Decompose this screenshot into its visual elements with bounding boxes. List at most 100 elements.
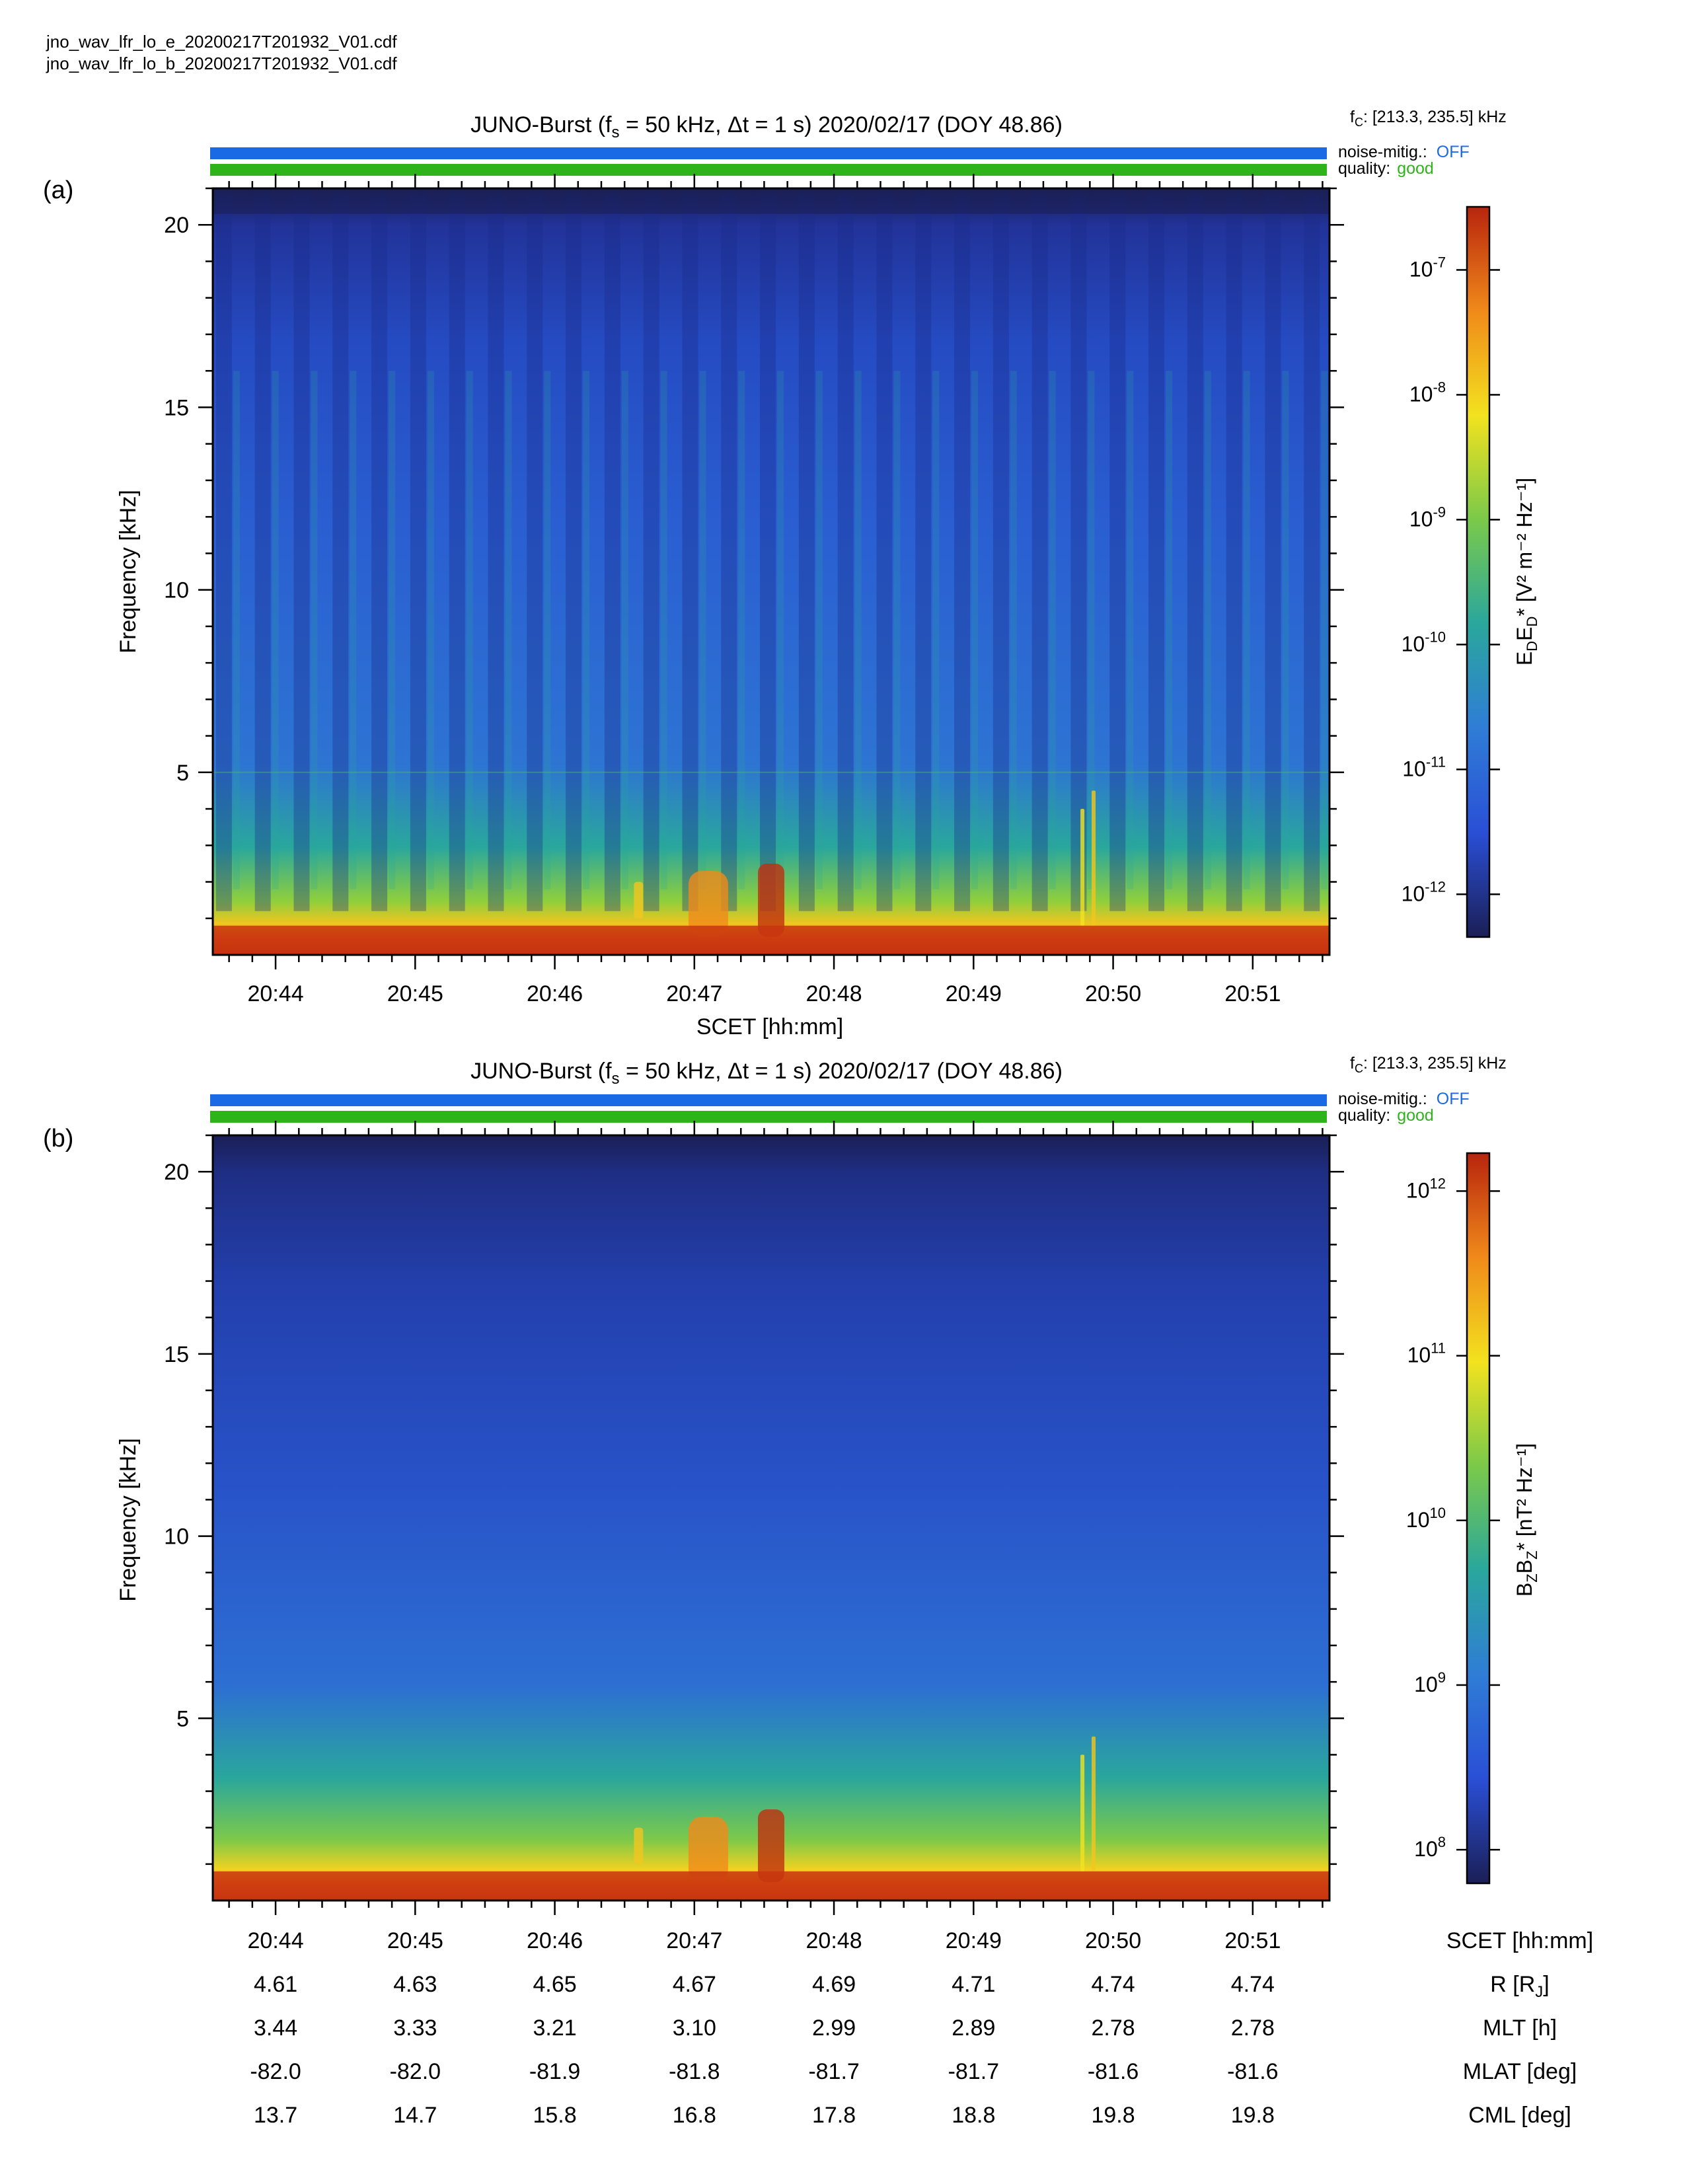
striation-dark [449, 196, 465, 911]
low-frequency-band [213, 1871, 1329, 1901]
ephemeris-value: 20:51 [1224, 1928, 1281, 1953]
ephemeris-value: 20:49 [946, 1928, 1002, 1953]
panel-b: JUNO-Burst (fs = 50 kHz, Δt = 1 s) 2020/… [43, 1054, 1540, 1915]
striation-dark [1109, 196, 1126, 911]
ephemeris-table: 20:44 20:45 20:46 20:47 20:48 20:49 20:50 20:51… [248, 1928, 1594, 2128]
colorbar-a [1466, 206, 1491, 938]
colorbar-tick-label: 10-12 [1402, 878, 1446, 905]
ephemeris-row-label: CML [deg] [1468, 2103, 1571, 2128]
ephemeris-row-label: MLT [h] [1483, 2015, 1557, 2041]
quality-label-b: quality: good [1338, 1106, 1434, 1125]
striation-dark [954, 196, 971, 911]
quality-label: quality: good [1338, 159, 1434, 178]
colorbar-tick-label: 10-10 [1402, 628, 1446, 656]
striation-light [1243, 371, 1250, 889]
x-tick-label: 20:50 [1085, 981, 1141, 1006]
colorbar-tick-label: 1011 [1407, 1340, 1446, 1367]
striation-light [854, 371, 862, 889]
burst-event [758, 863, 784, 937]
striation-light [893, 371, 901, 889]
y-tick-label: 15 [164, 395, 189, 420]
striation-dark [1226, 196, 1242, 911]
ephemeris-value: 20:46 [527, 1928, 583, 1953]
striation-dark [527, 196, 543, 911]
colorbar-tick-label: 10-8 [1409, 379, 1446, 406]
burst-event [634, 1827, 644, 1864]
x-axis-a: 20:44 20:45 20:46 20:47 20:48 20:49 20:50 20:51 [228, 174, 1324, 1006]
striation-light [233, 371, 240, 889]
x-axis-label-a: SCET [hh:mm] [696, 1014, 843, 1039]
striation-light [1204, 371, 1211, 889]
ephemeris-value: 20:45 [387, 1928, 443, 1953]
ephemeris-value: 3.44 [254, 2015, 297, 2041]
ephemeris-value: -81.6 [1227, 2059, 1279, 2084]
striation-light [621, 371, 628, 889]
striation-dark [1148, 196, 1165, 911]
ephemeris-value: 3.21 [533, 2015, 576, 2041]
ephemeris-value: 4.69 [812, 1972, 856, 1997]
y-tick-label: 20 [164, 1160, 189, 1185]
ephemeris-row-label: SCET [hh:mm] [1446, 1928, 1593, 1953]
striation-light [738, 371, 745, 889]
striation-dark [876, 196, 893, 911]
striation-light [272, 371, 279, 889]
spectrogram-b-bursts [213, 1736, 1329, 1901]
colorbar-tick-label: 10-11 [1402, 753, 1446, 780]
striation-light [583, 371, 590, 889]
burst-event [1080, 809, 1085, 926]
burst-event [1091, 790, 1096, 926]
striation-dark [1304, 196, 1320, 911]
ephemeris-value: 17.8 [812, 2103, 856, 2128]
ephemeris-value: -81.9 [529, 2059, 581, 2084]
striation-dark [915, 196, 932, 911]
ephemeris-value: 2.89 [952, 2015, 995, 2041]
ephemeris-value: 16.8 [673, 2103, 716, 2128]
burst-event [688, 1817, 728, 1883]
striation-light [1282, 371, 1289, 889]
colorbar-a-label: EDED* [V² m⁻² Hz⁻¹] [1513, 478, 1540, 665]
x-tick-label: 20:44 [248, 981, 304, 1006]
striation-dark [1265, 196, 1281, 911]
panel-a-label: (a) [43, 176, 73, 204]
striation-light [1088, 371, 1095, 889]
y-tick-label: 15 [164, 1342, 189, 1367]
ephemeris-value: 4.67 [673, 1972, 716, 1997]
ephemeris-value: 4.74 [1091, 1972, 1135, 1997]
y-tick-label: 10 [164, 578, 189, 603]
y-tick-label: 5 [176, 761, 189, 786]
striation-dark [643, 196, 659, 911]
y-tick-label: 10 [164, 1525, 189, 1550]
striation-dark [254, 196, 271, 911]
panel-a-title: JUNO-Burst (fs = 50 kHz, Δt = 1 s) 2020/… [470, 112, 1063, 141]
striation-light [1321, 371, 1328, 889]
striation-light [427, 371, 434, 889]
x-axis-b [228, 1121, 1324, 1915]
striation-dark [332, 196, 349, 911]
ephemeris-row-label: R [RJ] [1490, 1972, 1549, 2001]
colorbar-tick-label: 109 [1414, 1669, 1446, 1696]
striation-dark [992, 196, 1009, 911]
noise-mitigation-label-b: noise-mitig.: OFF [1338, 1090, 1470, 1108]
striation-dark [1031, 196, 1048, 911]
spectrogram-b-frame [211, 1134, 1331, 1902]
file-name-b: jno_wav_lfr_lo_b_20200217T201932_V01.cdf [46, 54, 397, 73]
striation-dark [798, 196, 815, 911]
y-axis-b: 5 10 15 20 [164, 1134, 1344, 1865]
striation-light [466, 371, 473, 889]
ephemeris-value: -81.7 [808, 2059, 860, 2084]
noise-mitigation-bar-b [210, 1094, 1327, 1106]
striation-dark [1070, 196, 1087, 911]
colorbar-b-label: BZBZ* [nT² Hz⁻¹] [1513, 1443, 1540, 1597]
x-tick-label: 20:49 [946, 981, 1002, 1006]
ephemeris-value: 4.71 [952, 1972, 995, 1997]
striation-dark [1187, 196, 1203, 911]
panel-b-title: JUNO-Burst (fs = 50 kHz, Δt = 1 s) 2020/… [470, 1059, 1063, 1088]
burst-event [1091, 1736, 1096, 1871]
ephemeris-value: 19.8 [1231, 2103, 1275, 2128]
burst-event [688, 870, 728, 937]
spectrogram-a-frame [211, 187, 1331, 956]
panel-b-fc: fC: [213.3, 235.5] kHz [1350, 1054, 1507, 1075]
striation-light [1049, 371, 1056, 889]
ephemeris-value: -81.8 [669, 2059, 720, 2084]
striation-light [971, 371, 979, 889]
